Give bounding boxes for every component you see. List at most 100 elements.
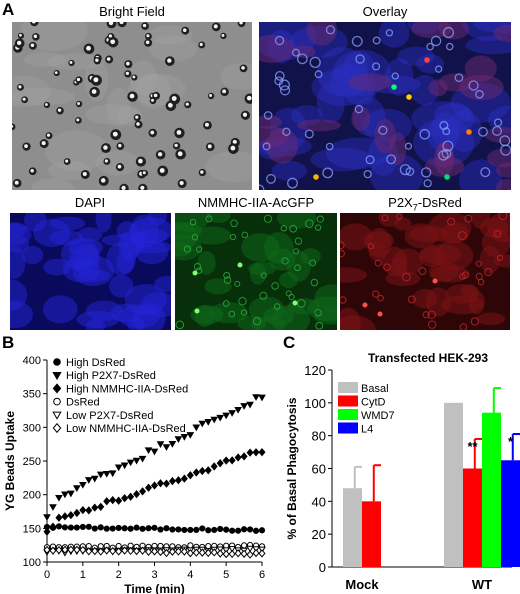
data-point — [150, 481, 159, 490]
bead-ring — [274, 35, 285, 46]
bead-ring — [500, 144, 511, 156]
dapi-nucleus — [85, 318, 106, 330]
bead-highlight — [118, 143, 122, 148]
dsred-ring — [475, 272, 483, 281]
gfp-ring — [273, 303, 281, 310]
red-blob — [348, 73, 392, 91]
data-point — [97, 547, 105, 556]
data-point — [85, 547, 93, 556]
data-point — [187, 526, 194, 534]
bead-ring — [399, 164, 411, 176]
bead-highlight — [157, 152, 163, 157]
bead-highlight — [108, 22, 114, 26]
data-point — [258, 394, 266, 402]
bf-cell-texture — [23, 52, 66, 67]
data-point — [126, 459, 135, 467]
nucleus-blob — [434, 102, 472, 126]
bead-dark — [12, 123, 16, 131]
dsred-blob — [412, 289, 438, 309]
data-point — [216, 414, 225, 422]
bead-highlight — [14, 180, 19, 185]
red-blob — [259, 34, 295, 63]
dsred-blob — [441, 222, 470, 244]
bead-highlight — [117, 164, 122, 169]
bead-highlight — [171, 96, 177, 101]
data-point — [199, 525, 206, 532]
bead-highlight — [41, 141, 46, 146]
data-point — [132, 457, 141, 465]
dapi-nucleus — [33, 218, 71, 248]
dsred-blob — [468, 290, 485, 315]
bead-ring — [442, 26, 455, 39]
bead-ring — [279, 85, 291, 96]
bead-highlight — [76, 118, 80, 122]
gfp-blob — [286, 250, 311, 282]
data-point — [222, 456, 230, 465]
gfp-ring — [193, 262, 202, 271]
bead-highlight — [246, 95, 252, 101]
bead-ring — [426, 42, 434, 51]
data-point — [228, 546, 236, 553]
data-point — [192, 468, 200, 477]
gfp-ring — [297, 299, 306, 308]
red-blob — [306, 22, 337, 46]
dsred-ring — [401, 272, 411, 282]
bead-ring — [363, 169, 372, 179]
bead-ring — [441, 148, 452, 159]
bead-ring — [423, 179, 432, 188]
bead-highlight — [209, 94, 213, 97]
data-point — [115, 524, 122, 532]
dsred-ring — [377, 294, 384, 302]
data-point — [97, 524, 104, 531]
dsred-ring — [484, 267, 493, 277]
data-point — [222, 412, 231, 420]
red-blob — [487, 148, 511, 168]
legend-label: DsRed — [66, 397, 100, 409]
data-point — [79, 505, 87, 515]
gfp-ring — [271, 282, 279, 290]
data-point — [73, 508, 81, 518]
dsred-blob — [368, 242, 387, 262]
data-point — [115, 547, 123, 556]
fluorescent-spot — [391, 84, 397, 90]
dapi-nucleus — [109, 274, 134, 298]
dapi-nucleus — [124, 284, 167, 316]
data-point — [174, 436, 183, 443]
nucleus-blob — [378, 22, 410, 48]
legend-label: Basal — [361, 383, 389, 395]
data-point — [240, 542, 248, 549]
bead-ring — [405, 167, 415, 176]
data-point — [205, 527, 212, 534]
bead-ring — [478, 126, 488, 137]
legend-swatch — [338, 422, 358, 434]
legend-label: High DsRed — [66, 357, 125, 369]
y-tick-label: 40 — [312, 494, 326, 509]
bead-highlight — [22, 97, 26, 101]
data-point — [103, 546, 111, 555]
nucleus-blob — [465, 36, 511, 55]
data-point — [252, 394, 260, 401]
data-point — [204, 466, 212, 475]
data-point — [156, 441, 165, 448]
bar — [482, 412, 501, 567]
data-point — [174, 476, 182, 485]
bead-highlight — [77, 102, 81, 105]
bead-highlight — [221, 33, 225, 37]
x-tick-label: 3 — [151, 569, 157, 581]
bf-cell-texture — [45, 130, 109, 172]
dsred-blob — [460, 284, 478, 297]
bead-highlight — [207, 144, 212, 149]
phagocytosis-chart: Transfected HEK-293 0 20 40 60 80 100 120 % of B… — [285, 351, 520, 592]
gfp-ring — [314, 308, 322, 317]
bead-highlight — [132, 75, 136, 79]
bf-cell-texture — [46, 53, 104, 70]
bead-ring — [325, 25, 336, 35]
y-tick-label: 350 — [23, 389, 41, 401]
gfp-ring — [223, 276, 232, 284]
bf-cell-texture — [149, 35, 198, 62]
data-point — [127, 525, 134, 532]
gfp-blob — [263, 232, 294, 264]
data-point — [163, 525, 170, 532]
panel-c-letter: C — [283, 333, 296, 352]
bead-highlight — [24, 144, 28, 148]
